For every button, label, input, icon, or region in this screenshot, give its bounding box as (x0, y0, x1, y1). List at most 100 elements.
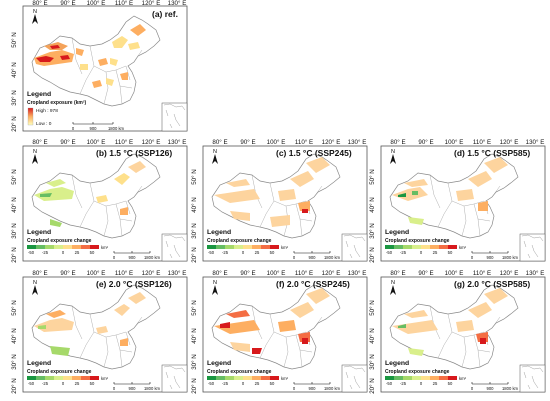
lat-tick: 20° N (11, 378, 18, 394)
exposure-change-patch (252, 348, 262, 354)
exposure-change-patch (46, 179, 66, 187)
inset-frame (161, 102, 188, 132)
lon-tick: 130° E (168, 270, 187, 277)
legend-tick: -50 (28, 381, 35, 386)
inset-coast (521, 234, 544, 259)
exposure-change-patch (220, 322, 230, 328)
scale-label: 1800 km (502, 255, 519, 260)
north-label: N (391, 149, 395, 155)
exposure-change-patch (46, 310, 66, 318)
legend-low: Low : 0 (36, 121, 52, 127)
exposure-change-patch (484, 157, 508, 173)
inset-coast (163, 103, 186, 129)
exposure-change-patch (214, 189, 260, 203)
legend-unit: km² (281, 376, 289, 381)
lat-tick: 40° N (11, 197, 18, 213)
scale-label: 0 (293, 255, 296, 260)
north-arrow-icon (390, 154, 396, 164)
legend-tick: 25 (433, 250, 438, 255)
lon-tick: 100° E (87, 139, 106, 146)
panel-title: (f) 2.0 °C (SSP245) (276, 279, 350, 289)
exposure-change-patch (114, 304, 130, 316)
exposure-change-patch (478, 201, 488, 211)
legend-colorbar (207, 376, 279, 380)
exposure-change-patch (114, 173, 130, 185)
lat-tick: 30° N (191, 354, 198, 370)
inset-coast (343, 365, 366, 390)
legend-tick: 0 (420, 381, 423, 386)
legend-title: Legend (27, 229, 51, 236)
lon-tick: 110° E (295, 139, 313, 146)
legend-tick: -50 (208, 250, 215, 255)
exposure-change-areas (214, 157, 330, 227)
legend-tick: 25 (75, 250, 80, 255)
lon-tick: 120° E (500, 270, 519, 277)
map-panel-ssp585-2p0: 80° E 90° E 100° E 110° E 120° E 130° E … (368, 270, 548, 395)
scale-label: 0 (72, 126, 75, 131)
scale-label: 900 (129, 386, 137, 391)
scale-label: 900 (129, 255, 137, 260)
exposure-change-patch (278, 320, 296, 332)
map-panel-ssp126-1p5: 80° E 90° E 100° E 110° E 120° E 130° E … (10, 139, 190, 264)
legend-tick: -25 (222, 250, 229, 255)
lon-tick: 120° E (142, 0, 161, 7)
lon-tick: 80° E (32, 270, 47, 277)
north-arrow-icon (32, 154, 38, 164)
exposure-change-patch (278, 189, 296, 201)
lon-tick: 100° E (445, 270, 464, 277)
lat-tick: 20° N (369, 378, 376, 394)
legend-colorbar (27, 245, 99, 249)
lon-tick: 90° E (240, 270, 255, 277)
scale-label: 0 (113, 386, 116, 391)
scale-bar (293, 251, 331, 254)
exposure-change-patch (412, 191, 418, 195)
inset-frame (341, 233, 368, 262)
lon-tick: 90° E (418, 270, 433, 277)
legend-subtitle: Cropland exposure change (27, 369, 92, 375)
north-arrow-icon (32, 285, 38, 295)
legend-unit: km² (101, 376, 109, 381)
legend-tick: -50 (386, 381, 393, 386)
legend-high: High : 978 (36, 108, 58, 114)
lon-tick: 110° E (473, 139, 491, 146)
north-arrow-icon (390, 285, 396, 295)
lon-tick: 90° E (60, 0, 75, 7)
inset-coast (343, 234, 366, 259)
inset-frame (161, 364, 188, 393)
lon-tick: 130° E (526, 139, 545, 146)
lat-tick: 20° N (11, 247, 18, 263)
inset-frame (519, 364, 546, 393)
legend-tick: 50 (448, 381, 453, 386)
lat-tick: 40° N (191, 328, 198, 344)
legend-tick: -25 (42, 250, 49, 255)
exposure-change-patch (270, 215, 290, 227)
legend-subtitle: Cropland exposure (km²) (27, 100, 87, 106)
scale-label: 900 (90, 126, 98, 131)
exposure-change-patch (50, 219, 62, 227)
lat-tick: 40° N (11, 328, 18, 344)
legend-unit: km² (281, 245, 289, 250)
north-arrow-icon (212, 285, 218, 295)
exposure-change-patch (306, 288, 330, 304)
lat-tick: 50° N (11, 300, 18, 316)
exposure-change-patch (120, 207, 128, 215)
inset-frame (519, 233, 546, 262)
lon-tick: 130° E (526, 270, 545, 277)
lat-tick: 30° N (11, 223, 18, 239)
lon-tick: 100° E (445, 139, 464, 146)
map-panel-ssp585-1p5: 80° E 90° E 100° E 110° E 120° E 130° E … (368, 139, 548, 264)
lat-tick: 40° N (11, 62, 18, 78)
legend-tick: 50 (448, 250, 453, 255)
exposure-change-patch (38, 325, 46, 329)
legend-colorbar (207, 245, 279, 249)
exposure-change-patch (302, 209, 308, 213)
exposure-change-patch (96, 195, 108, 203)
exposure-change-patch (34, 187, 74, 201)
map-panel-ssp245-1p5: 80° E 90° E 100° E 110° E 120° E 130° E … (190, 139, 370, 264)
lat-tick: 30° N (369, 223, 376, 239)
scale-label: 0 (471, 386, 474, 391)
legend-title: Legend (385, 229, 409, 236)
legend-title: Legend (27, 360, 51, 367)
exposure-change-patch (480, 338, 486, 344)
lon-tick: 130° E (168, 139, 187, 146)
